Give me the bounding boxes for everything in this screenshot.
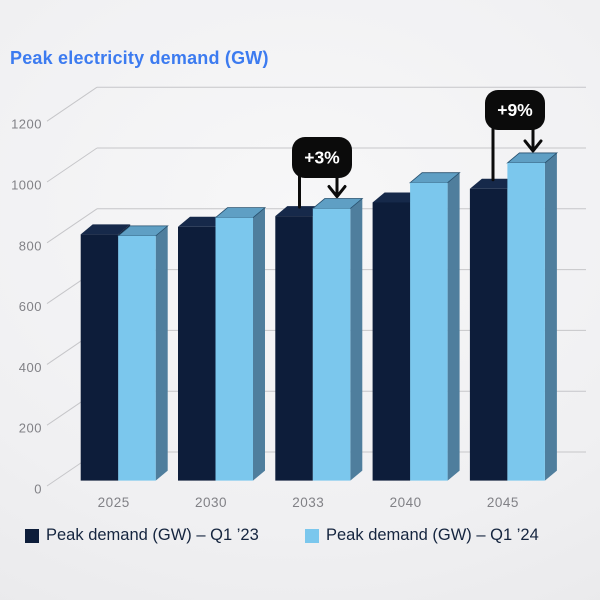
x-axis-tick-label: 2045 xyxy=(487,495,519,510)
bar-front-2040-s0 xyxy=(372,202,411,481)
bar-front-2025-s0 xyxy=(80,234,119,481)
bar-side-2025-s1 xyxy=(155,225,168,481)
bar-front-2030-s0 xyxy=(178,226,216,481)
callout-label: +3% xyxy=(304,148,340,168)
legend-swatch xyxy=(305,528,319,543)
bar-front-2030-s1 xyxy=(215,217,253,481)
x-axis-tick-label: 2040 xyxy=(390,495,422,510)
bar-front-2025-s1 xyxy=(118,235,156,481)
bar-side-2030-s1 xyxy=(253,207,265,481)
bar-top-2025-s0 xyxy=(80,224,131,235)
x-axis-tick-label: 2025 xyxy=(98,495,130,510)
y-axis-tick-label: 1000 xyxy=(11,178,42,193)
bar-side-2045-s1 xyxy=(544,152,557,481)
x-axis-tick-label: 2033 xyxy=(292,495,324,510)
y-axis-tick-label: 400 xyxy=(19,360,42,375)
callout-+9%: +9% xyxy=(485,90,545,182)
bar-front-2045-s1 xyxy=(507,162,545,481)
y-axis-tick-label: 1200 xyxy=(11,117,42,132)
bar-front-2033-s0 xyxy=(275,216,313,481)
legend-item-s0: Peak demand (GW) – Q1 ’23 xyxy=(25,526,259,545)
bar-front-2045-s0 xyxy=(469,188,508,481)
legend-swatch xyxy=(25,528,39,543)
y-tick-connector xyxy=(46,208,98,244)
callout-bubble xyxy=(485,90,545,130)
arrow-down-icon xyxy=(327,185,347,199)
bar-side-2033-s1 xyxy=(350,198,363,481)
bar-side-2040-s1 xyxy=(447,172,460,481)
y-tick-connector xyxy=(46,86,98,122)
bar-top-2030-s0 xyxy=(178,216,228,227)
bar-top-2045-s0 xyxy=(469,178,520,189)
y-axis-tick-label: 800 xyxy=(19,238,42,253)
y-axis-tick-label: 600 xyxy=(19,299,42,314)
y-tick-connector xyxy=(46,147,98,183)
x-axis-tick-label: 2030 xyxy=(195,495,227,510)
legend-item-s1: Peak demand (GW) – Q1 ’24 xyxy=(305,526,539,545)
callout-label: +9% xyxy=(497,100,533,120)
callout-+3%: +3% xyxy=(292,137,352,209)
legend-label: Peak demand (GW) – Q1 ’24 xyxy=(326,526,539,544)
arrow-down-icon xyxy=(523,139,543,153)
bar-front-2033-s1 xyxy=(312,208,351,481)
chart-title: Peak electricity demand (GW) xyxy=(10,48,269,68)
y-axis-tick-label: 0 xyxy=(34,482,42,497)
y-axis-tick-label: 200 xyxy=(19,421,42,436)
callout-bubble xyxy=(292,137,352,178)
bar-front-2040-s1 xyxy=(410,182,448,481)
bar-top-2040-s0 xyxy=(372,192,423,203)
legend-label: Peak demand (GW) – Q1 ’23 xyxy=(46,526,259,544)
